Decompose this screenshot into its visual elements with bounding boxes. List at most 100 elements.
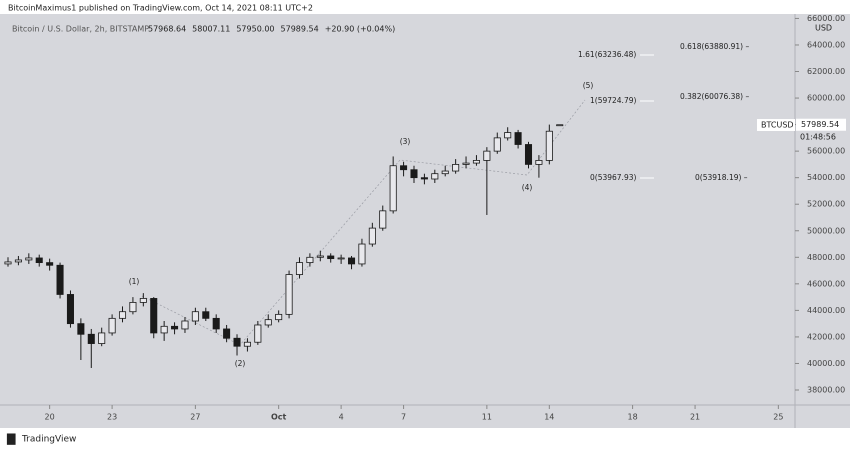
header-strip bbox=[0, 0, 850, 14]
candle-body bbox=[150, 298, 158, 334]
currency: USD bbox=[815, 24, 832, 33]
candle-body bbox=[129, 302, 137, 313]
candle-body bbox=[202, 311, 210, 319]
candle-body bbox=[410, 169, 418, 179]
annotation: (1) bbox=[129, 277, 140, 286]
y-tick-label: 62000.00 bbox=[807, 67, 845, 76]
brand: TradingView bbox=[21, 435, 76, 445]
candle-body bbox=[545, 130, 553, 161]
annotation: (5) bbox=[583, 81, 594, 90]
candle-body bbox=[285, 274, 293, 315]
y-tick-label: 64000.00 bbox=[807, 40, 845, 49]
logo: ▇ bbox=[6, 432, 16, 445]
legend-value: 57989.54 bbox=[281, 25, 319, 34]
candle-body bbox=[493, 137, 501, 152]
candle-body bbox=[431, 173, 439, 180]
legend-value: 57968.64 bbox=[148, 25, 186, 34]
x-tick-label: 11 bbox=[482, 413, 492, 422]
x-tick-label: 20 bbox=[45, 413, 55, 422]
annotation: 1.61(63236.48) bbox=[578, 50, 636, 59]
x-tick-label: 23 bbox=[107, 413, 117, 422]
candle-body bbox=[191, 311, 199, 322]
y-tick-label: 50000.00 bbox=[807, 226, 845, 235]
symbol-box bbox=[757, 119, 795, 131]
annotation: (2) bbox=[235, 359, 246, 368]
y-tick-label: 42000.00 bbox=[807, 332, 845, 341]
annotation: (4) bbox=[522, 183, 533, 192]
candle-body bbox=[108, 317, 116, 334]
y-tick-label: 44000.00 bbox=[807, 306, 845, 315]
candle-body bbox=[514, 132, 522, 145]
candle-body bbox=[420, 177, 428, 180]
candle-body bbox=[462, 162, 470, 165]
publisher: BitcoinMaximus1 published on TradingView… bbox=[8, 4, 313, 13]
annotation: 0.382(60076.38) – bbox=[680, 92, 749, 101]
legend-value: +20.90 (+0.04%) bbox=[325, 25, 396, 34]
candle-body bbox=[337, 257, 345, 260]
symbol: BTCUSD bbox=[761, 121, 794, 130]
y-tick-label: 52000.00 bbox=[807, 200, 845, 209]
y-tick-label: 48000.00 bbox=[807, 253, 845, 262]
candle-body bbox=[316, 255, 324, 258]
y-tick-label: 66000.00 bbox=[807, 14, 845, 23]
legend-value: 57950.00 bbox=[236, 25, 274, 34]
candle-body bbox=[181, 320, 189, 330]
candle-body bbox=[441, 170, 449, 175]
price-label-box bbox=[796, 118, 846, 131]
x-tick-label: Oct bbox=[271, 413, 287, 422]
candle-body bbox=[223, 328, 231, 339]
candle-body bbox=[556, 124, 564, 127]
y-tick-label: 60000.00 bbox=[807, 94, 845, 103]
x-tick-label: 21 bbox=[690, 413, 700, 422]
x-tick-label: 14 bbox=[544, 413, 554, 422]
candle-body bbox=[452, 164, 460, 172]
candle-body bbox=[368, 227, 376, 245]
candle-body bbox=[160, 325, 168, 334]
x-tick-label: 4 bbox=[339, 413, 344, 422]
candle-body bbox=[139, 298, 147, 303]
x-tick-label: 7 bbox=[401, 413, 406, 422]
candle-body bbox=[295, 262, 304, 275]
candle-body bbox=[472, 160, 480, 164]
candle-body bbox=[118, 311, 127, 319]
annotation: 1(59724.79) bbox=[590, 96, 636, 105]
candle-body bbox=[77, 323, 85, 335]
symbol-title: Bitcoin / U.S. Dollar, 2h, BITSTAMP bbox=[12, 25, 149, 34]
candle-body bbox=[56, 264, 64, 295]
candle-body bbox=[348, 257, 356, 265]
candle-body bbox=[46, 262, 54, 266]
candle-body bbox=[524, 144, 533, 165]
candle-body bbox=[379, 210, 387, 229]
candle-body bbox=[275, 313, 283, 321]
y-tick-label: 56000.00 bbox=[807, 147, 845, 156]
annotation: (3) bbox=[400, 137, 411, 146]
candle-body bbox=[98, 332, 106, 344]
candle-body bbox=[306, 256, 314, 264]
candle-body bbox=[389, 165, 397, 212]
chart-background bbox=[0, 0, 850, 428]
annotation: 0(53918.19) – bbox=[695, 173, 748, 182]
candle-body bbox=[358, 243, 366, 265]
annotation: 0(53967.93) bbox=[590, 173, 636, 182]
x-tick-label: 25 bbox=[773, 413, 783, 422]
candle-body bbox=[483, 150, 491, 161]
candle-body bbox=[400, 165, 408, 171]
candle-body bbox=[35, 257, 43, 264]
candle-body bbox=[171, 325, 179, 330]
legend-value: 58007.11 bbox=[192, 25, 230, 34]
candle-body bbox=[4, 261, 12, 265]
y-tick-label: 38000.00 bbox=[807, 386, 845, 395]
candle-body bbox=[233, 337, 241, 347]
candle-body bbox=[14, 259, 22, 263]
candle-body bbox=[25, 257, 33, 261]
candle-body bbox=[327, 255, 335, 260]
candle-body bbox=[212, 317, 220, 330]
candle-body bbox=[87, 333, 95, 344]
candle-body bbox=[504, 132, 512, 139]
countdown: 01:48:56 bbox=[800, 133, 836, 142]
candle-body bbox=[243, 341, 251, 347]
x-tick-label: 27 bbox=[190, 413, 200, 422]
candle-body bbox=[254, 324, 262, 343]
